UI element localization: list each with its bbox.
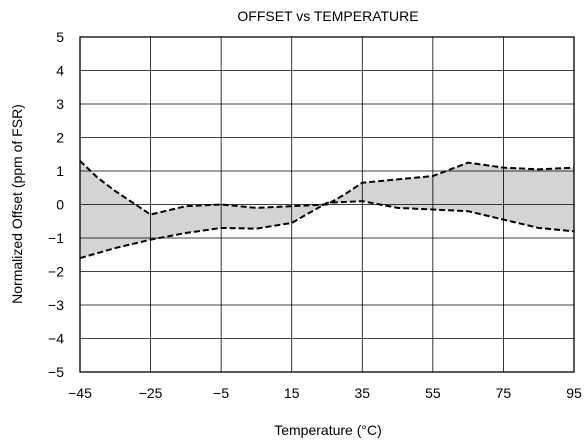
y-tick-label: 0 — [56, 197, 64, 213]
x-tick-label: 15 — [284, 385, 300, 401]
upper-offset-line — [79, 160, 575, 216]
y-tick-label: 3 — [56, 96, 64, 112]
x-tick-label: 55 — [425, 385, 441, 401]
x-axis-label: Temperature (°C) — [274, 422, 382, 438]
x-tick-label: 35 — [354, 385, 370, 401]
y-tick-label: 5 — [56, 29, 64, 45]
y-axis-label: Normalized Offset (ppm of FSR) — [9, 104, 25, 304]
x-tick-label: −45 — [68, 385, 92, 401]
x-tick-label: 75 — [496, 385, 512, 401]
chart-title: OFFSET vs TEMPERATURE — [237, 8, 418, 24]
y-tick-label: 1 — [56, 163, 64, 179]
y-tick-label: −5 — [48, 364, 64, 380]
y-tick-label: −3 — [48, 297, 64, 313]
y-tick-label: −1 — [48, 230, 64, 246]
y-tick-label: −4 — [48, 331, 64, 347]
x-tick-label: −5 — [213, 385, 229, 401]
offset-band — [80, 160, 574, 259]
plot-frame — [79, 36, 575, 373]
y-tick-label: 2 — [56, 130, 64, 146]
y-tick-label: 4 — [56, 63, 64, 79]
x-tick-label: −25 — [139, 385, 163, 401]
x-tick-label: 95 — [566, 385, 582, 401]
y-tick-label: −2 — [48, 264, 64, 280]
lower-offset-line — [79, 200, 575, 260]
